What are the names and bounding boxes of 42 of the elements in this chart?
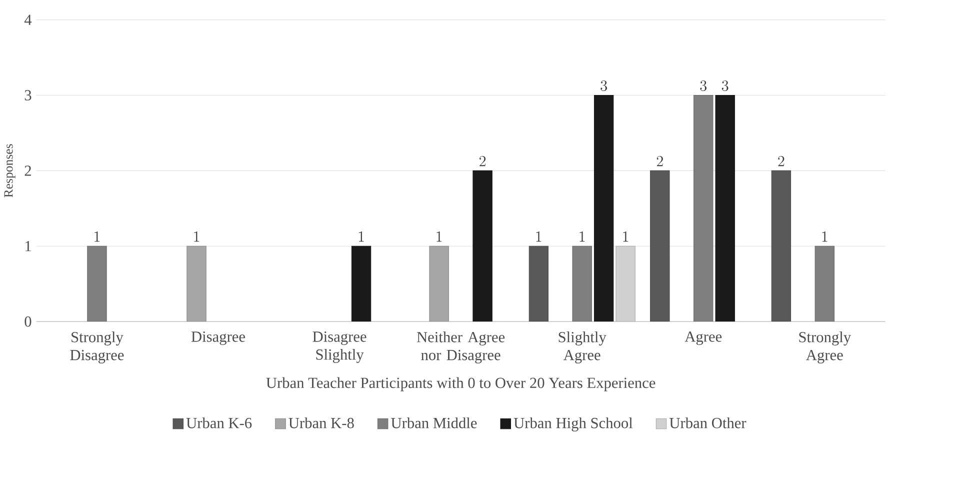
bar xyxy=(186,246,206,322)
legend-label: Urban Other xyxy=(670,418,746,428)
legend-label: Urban K-8 xyxy=(288,418,354,428)
data-label: 1 xyxy=(358,232,364,242)
legend-label: Urban High School xyxy=(514,418,633,432)
y-axis-title: Responses xyxy=(4,144,16,198)
data-label: 3 xyxy=(700,80,706,92)
y-tick-label: 2 xyxy=(24,166,31,176)
data-label: 1 xyxy=(194,232,200,242)
x-tick-label: Disagree Slightly xyxy=(312,332,366,364)
data-label: 1 xyxy=(822,232,828,242)
x-tick-label: Disagree xyxy=(191,332,245,346)
data-label: 1 xyxy=(436,232,442,242)
data-label: 2 xyxy=(480,156,486,166)
data-label: 1 xyxy=(580,232,585,242)
data-label: 1 xyxy=(94,232,100,242)
data-label: 2 xyxy=(778,156,784,166)
data-label: 3 xyxy=(722,80,728,92)
x-tick-label: Agree xyxy=(684,332,722,346)
y-tick-label: 4 xyxy=(24,14,32,26)
bar xyxy=(771,170,792,322)
bar xyxy=(528,246,548,322)
x-axis-title: Urban Teacher Participants with 0 to Over 20 Years Experience xyxy=(266,377,656,392)
data-label: 1 xyxy=(623,232,628,242)
data-label: 2 xyxy=(656,156,663,166)
data-label: 3 xyxy=(600,80,607,92)
legend-label: Urban K-6 xyxy=(186,418,252,428)
legend-label: Urban Middle xyxy=(391,418,477,428)
x-tick-label: Strongly Agree xyxy=(799,332,852,364)
bar xyxy=(87,246,107,322)
data-label: 1 xyxy=(536,232,542,242)
x-tick-label: Slightly Agree xyxy=(558,332,606,364)
x-tick-label: Strongly Disagree xyxy=(70,332,124,364)
bar xyxy=(694,95,714,322)
y-tick-label: 1 xyxy=(25,241,31,252)
bar xyxy=(650,170,670,322)
bar xyxy=(429,246,449,322)
bar xyxy=(572,246,592,322)
x-tick-label: Neither Agree nor Disagree xyxy=(416,332,505,364)
y-tick-label: 3 xyxy=(24,90,32,101)
y-tick-label: 0 xyxy=(24,316,32,327)
bar xyxy=(814,246,834,322)
